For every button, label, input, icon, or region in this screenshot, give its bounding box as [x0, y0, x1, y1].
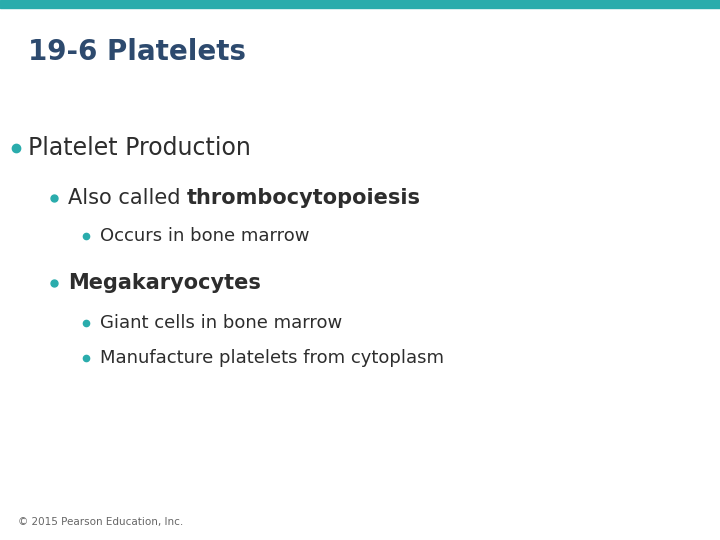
Text: 19-6 Platelets: 19-6 Platelets [28, 38, 246, 66]
Text: © 2015 Pearson Education, Inc.: © 2015 Pearson Education, Inc. [18, 517, 184, 527]
Bar [0, 0, 720, 8]
Text: Megakaryocytes: Megakaryocytes [68, 273, 261, 293]
Text: Platelet Production: Platelet Production [28, 136, 251, 160]
Text: Occurs in bone marrow: Occurs in bone marrow [100, 227, 310, 245]
Text: Manufacture platelets from cytoplasm: Manufacture platelets from cytoplasm [100, 349, 444, 367]
Text: thrombocytopoiesis: thrombocytopoiesis [187, 188, 421, 208]
Text: Also called: Also called [68, 188, 187, 208]
Text: Giant cells in bone marrow: Giant cells in bone marrow [100, 314, 342, 332]
